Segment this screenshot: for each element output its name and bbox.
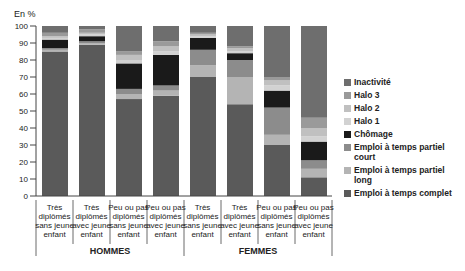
svg-text:80: 80 xyxy=(19,56,28,65)
html-text:Chômage: Chômage xyxy=(354,129,393,139)
svg-text:90: 90 xyxy=(19,39,28,48)
html-text:Halo 2: Halo 2 xyxy=(354,103,380,113)
svg-text:Peu ou pasdiplôméssans jeuneen: Peu ou pasdiplôméssans jeuneenfant xyxy=(108,203,148,239)
html-text:Halo 1: Halo 1 xyxy=(354,116,380,126)
html-text:Emploi à temps complet: Emploi à temps complet xyxy=(354,188,452,198)
svg-text:Trèsdiplôméssans jeuneenfant: Trèsdiplôméssans jeuneenfant xyxy=(35,203,74,239)
html-text:Halo 3: Halo 3 xyxy=(354,90,380,100)
svg-text:70: 70 xyxy=(19,73,28,82)
html-text:Inactivité: Inactivité xyxy=(354,77,391,87)
svg-text:HOMMES: HOMMES xyxy=(90,246,131,256)
svg-text:20: 20 xyxy=(19,158,28,167)
svg-text:Peu ou pasdiplôméssans jeuneen: Peu ou pasdiplôméssans jeuneenfant xyxy=(256,203,296,239)
svg-text:100: 100 xyxy=(15,22,29,31)
svg-text:40: 40 xyxy=(19,124,28,133)
html-text:Emploi à temps partiel court: Emploi à temps partiel court xyxy=(354,142,445,162)
svg-text:Peu ou pasdiplômésavec jeuneen: Peu ou pasdiplômésavec jeuneenfant xyxy=(145,203,185,239)
svg-text:FEMMES: FEMMES xyxy=(239,246,278,256)
svg-text:Peu ou pasdiplômésavec jeuneen: Peu ou pasdiplômésavec jeuneenfant xyxy=(293,203,333,239)
svg-text:Trèsdiplômésavec jeuneenfant: Trèsdiplômésavec jeuneenfant xyxy=(220,203,259,239)
html-text:Emploi à temps partiel long: Emploi à temps partiel long xyxy=(354,165,445,185)
svg-text:30: 30 xyxy=(19,141,28,150)
svg-text:50: 50 xyxy=(19,107,28,116)
svg-text:60: 60 xyxy=(19,90,28,99)
html-text:En %: En % xyxy=(14,9,36,19)
svg-text:Trèsdiplômésavec jeuneenfant: Trèsdiplômésavec jeuneenfant xyxy=(72,203,111,239)
svg-text:10: 10 xyxy=(19,175,28,184)
svg-text:0: 0 xyxy=(24,192,29,201)
svg-text:Trèsdiplôméssans jeuneenfant: Trèsdiplôméssans jeuneenfant xyxy=(183,203,222,239)
